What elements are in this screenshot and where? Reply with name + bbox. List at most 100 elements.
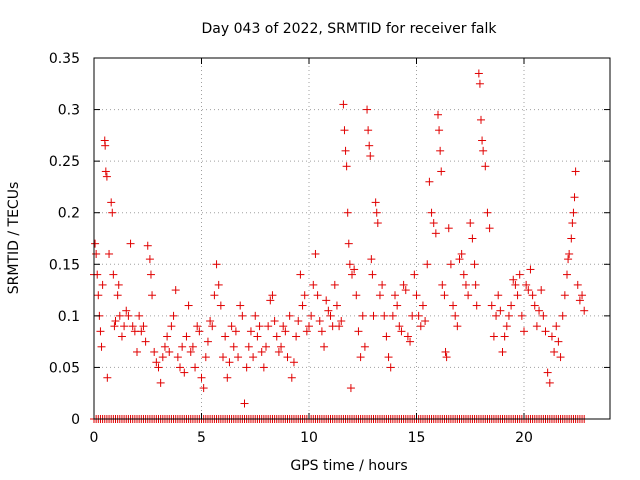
data-point [231, 327, 240, 336]
data-point [563, 270, 571, 279]
x-tick-label: 15 [408, 430, 426, 446]
data-point [515, 270, 524, 279]
x-axis-label: GPS time / hours [290, 458, 407, 474]
data-point [423, 260, 432, 269]
data-points [90, 69, 589, 423]
data-point [148, 291, 157, 300]
data-point [180, 368, 189, 377]
data-point [219, 353, 227, 362]
data-point [412, 291, 421, 300]
data-point [244, 342, 253, 351]
data-point [102, 172, 111, 181]
data-point [427, 208, 436, 217]
data-point [240, 399, 249, 408]
data-point [485, 224, 494, 233]
y-tick-label: 0.2 [58, 206, 80, 222]
data-point [223, 373, 232, 382]
data-point [358, 311, 367, 320]
data-point [124, 311, 133, 320]
data-point [103, 373, 112, 382]
data-point [372, 208, 381, 217]
data-point [238, 311, 247, 320]
data-point [556, 353, 565, 362]
data-point [294, 317, 303, 326]
data-point [507, 301, 516, 310]
data-point [580, 306, 589, 315]
data-point [335, 322, 344, 331]
data-point [461, 280, 470, 289]
data-point [492, 311, 501, 320]
data-point [468, 234, 477, 243]
data-point [410, 270, 419, 279]
data-point [137, 327, 146, 336]
data-point [160, 342, 169, 351]
data-point [365, 141, 374, 150]
data-point [449, 301, 458, 310]
data-point [524, 286, 533, 295]
data-point [311, 249, 320, 258]
data-point [569, 208, 578, 217]
y-tick-label: 0.3 [58, 103, 80, 119]
data-point [332, 301, 341, 310]
data-point [475, 79, 484, 88]
data-point [367, 255, 376, 264]
y-axis-ticks: 0 0.05 0.1 0.15 0.2 0.25 0.3 0.35 [49, 51, 610, 428]
data-point [227, 322, 236, 331]
data-point [289, 358, 298, 367]
data-point [489, 332, 498, 341]
data-point [354, 327, 363, 336]
data-point [309, 280, 318, 289]
data-point [545, 378, 554, 387]
data-point [440, 291, 449, 300]
data-point [171, 286, 180, 295]
data-point [414, 311, 423, 320]
data-point [479, 146, 488, 155]
data-point [550, 347, 559, 356]
data-point [434, 110, 442, 119]
data-point [277, 342, 286, 351]
data-point [352, 291, 361, 300]
data-point [478, 136, 487, 145]
data-point [139, 322, 148, 331]
data-point [471, 280, 480, 289]
data-point [111, 317, 120, 326]
data-point [578, 291, 587, 300]
data-point [570, 193, 579, 202]
data-point [517, 311, 526, 320]
data-point [457, 249, 466, 258]
data-point [206, 317, 215, 326]
data-point [108, 208, 117, 217]
data-point [274, 347, 283, 356]
data-point [154, 363, 163, 372]
data-point [530, 301, 539, 310]
data-point [324, 306, 333, 315]
data-point [341, 146, 350, 155]
data-point [395, 322, 404, 331]
data-point [262, 342, 270, 351]
data-point [337, 317, 346, 326]
plot-frame [93, 57, 611, 420]
data-point [135, 311, 144, 320]
data-point [266, 296, 275, 305]
data-point [107, 198, 116, 207]
data-point [193, 322, 202, 331]
data-point [552, 322, 561, 331]
data-point [558, 311, 567, 320]
data-point [268, 291, 277, 300]
data-point [342, 162, 351, 171]
data-point [477, 115, 485, 124]
data-point [343, 208, 352, 217]
data-point [455, 255, 464, 264]
data-point [416, 322, 425, 331]
data-point [571, 167, 580, 176]
data-point [459, 270, 468, 279]
data-point [298, 301, 307, 310]
data-point [272, 332, 281, 341]
x-tick-label: 10 [300, 430, 318, 446]
data-point [287, 373, 296, 382]
data-point [178, 342, 187, 351]
data-point [446, 260, 455, 269]
data-point [188, 342, 197, 351]
data-point [236, 301, 245, 310]
y-tick-label: 0.1 [58, 309, 80, 325]
